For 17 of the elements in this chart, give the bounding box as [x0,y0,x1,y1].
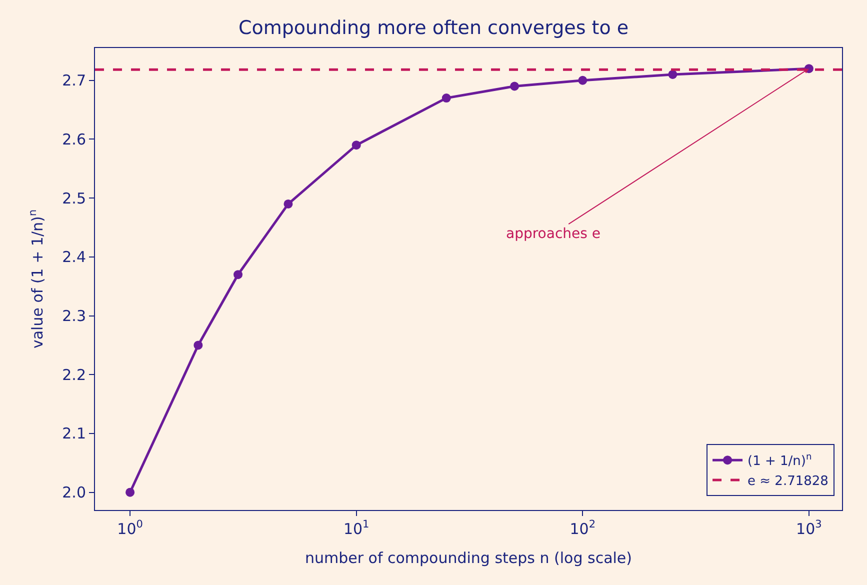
y-tick-label: 2.0 [62,484,86,502]
y-tick-label: 2.7 [62,72,86,90]
y-tick-label: 2.1 [62,424,86,443]
y-tick-label: 2.5 [62,189,86,208]
legend-label: (1 + 1/n)$^{n}$ [748,452,812,470]
x-tick-label: 10$^{2}$ [570,518,596,538]
y-tick-label: 2.3 [62,307,86,326]
y-tick-label: 2.6 [62,130,86,148]
x-axis-title: number of compounding steps n (log scale) [304,549,632,567]
annotation: approaches e [506,226,600,242]
x-tick-label: 10$^{0}$ [117,518,143,538]
chart-title: Compounding more often converges to e [238,16,629,39]
x-tick-label: 10$^{3}$ [796,518,822,538]
y-tick-label: 2.2 [62,366,86,384]
x-tick-label: 10$^{1}$ [343,518,370,538]
y-tick-label: 2.4 [62,248,86,266]
legend-label: e ≈ 2.71828 [748,474,828,490]
